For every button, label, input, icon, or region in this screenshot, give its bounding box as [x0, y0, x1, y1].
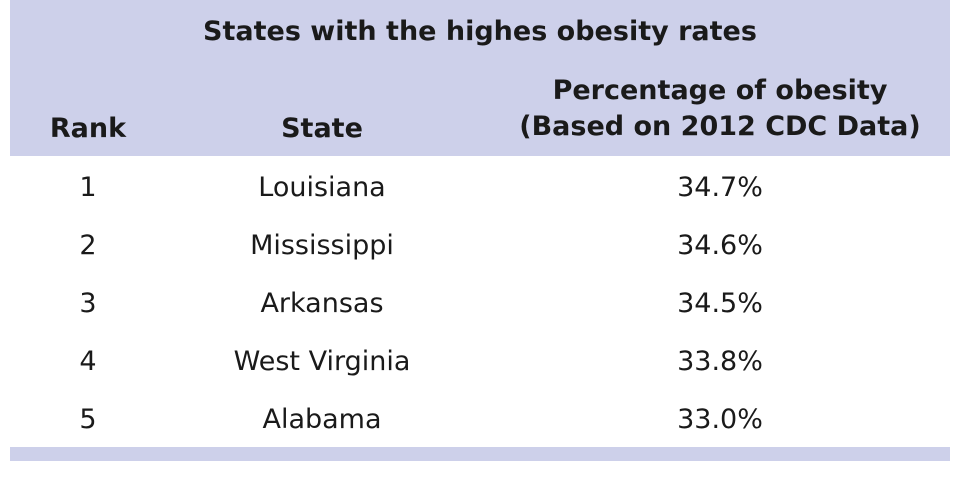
state-cell: West Virginia: [233, 346, 411, 377]
rank-cell: 2: [79, 230, 97, 261]
percentage-cell: 34.5%: [677, 288, 763, 319]
state-cell: Arkansas: [260, 288, 384, 319]
rank-cell: 3: [79, 288, 97, 319]
table-row: 5 Alabama 33.0%: [10, 392, 950, 450]
table-body: 1 Louisiana 34.7% 2 Mississippi 34.6% 3 …: [10, 160, 950, 450]
table-footer-band: [10, 447, 950, 461]
percentage-cell: 33.8%: [677, 346, 763, 377]
state-cell: Louisiana: [258, 172, 386, 203]
table-row: 2 Mississippi 34.6%: [10, 218, 950, 276]
percentage-cell: 34.6%: [677, 230, 763, 261]
rank-cell: 5: [79, 404, 97, 435]
table-row: 1 Louisiana 34.7%: [10, 160, 950, 218]
table-title: States with the highes obesity rates: [203, 16, 757, 47]
rank-cell: 4: [79, 346, 97, 377]
rank-cell: 1: [79, 172, 97, 203]
table-header-band: [10, 0, 950, 156]
state-cell: Alabama: [262, 404, 382, 435]
state-cell: Mississippi: [250, 230, 394, 261]
column-header-percentage-line2: (Based on 2012 CDC Data): [519, 111, 921, 142]
percentage-cell: 34.7%: [677, 172, 763, 203]
table-row: 4 West Virginia 33.8%: [10, 334, 950, 392]
column-header-rank: Rank: [49, 113, 127, 144]
percentage-cell: 33.0%: [677, 404, 763, 435]
column-header-state: State: [281, 113, 363, 144]
column-header-percentage: Percentage of obesity (Based on 2012 CDC…: [505, 73, 935, 145]
table-row: 3 Arkansas 34.5%: [10, 276, 950, 334]
column-header-percentage-line1: Percentage of obesity: [552, 75, 888, 106]
